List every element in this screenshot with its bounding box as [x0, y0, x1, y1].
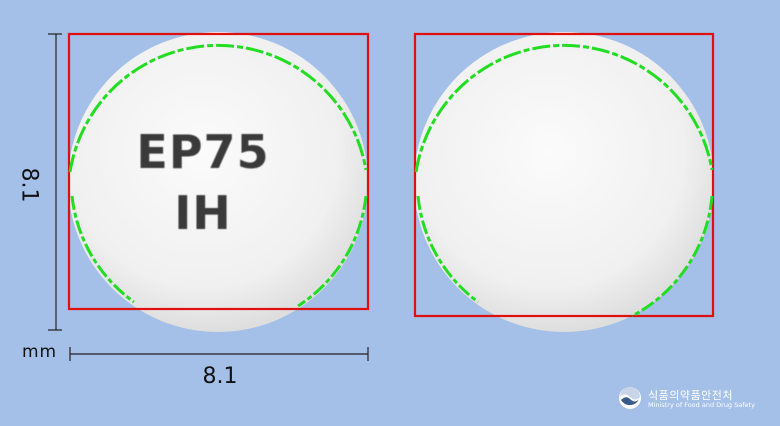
mfds-korean-name: 식품의약품안전처: [648, 389, 733, 402]
unit-label: mm: [22, 342, 58, 362]
pill-imprint-line1: EP75: [136, 125, 270, 179]
width-dimension-line: [69, 347, 369, 361]
pill-back-contour-right: [631, 195, 714, 318]
pill-back-view: [413, 32, 715, 332]
height-measurement-label: 8.1: [16, 167, 42, 203]
pill-front-contour-top: [68, 43, 368, 173]
mfds-logo: 식품의약품안전처 Ministry of Food and Drug Safet…: [618, 386, 768, 416]
mfds-emblem-icon: [619, 387, 641, 409]
width-measurement-label: 8.1: [202, 364, 238, 389]
pill-front-body: [68, 32, 368, 332]
pill-front-contour-left: [70, 195, 135, 304]
pill-back-contour-top: [414, 43, 714, 173]
pill-front-contour-right: [297, 195, 368, 308]
height-dimension-line: [48, 33, 62, 331]
mfds-english-name: Ministry of Food and Drug Safety: [648, 401, 755, 409]
pill-front-view: [67, 32, 370, 332]
pill-imprint-line2: IH: [174, 186, 232, 240]
pill-back-body: [414, 32, 714, 332]
pill-back-contour-left: [416, 195, 479, 304]
pill-back-bounding-box: [413, 32, 715, 318]
